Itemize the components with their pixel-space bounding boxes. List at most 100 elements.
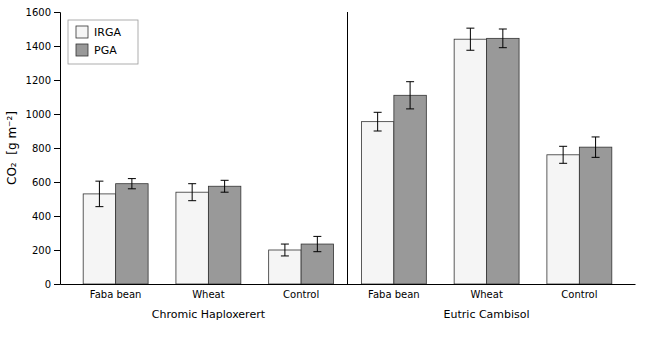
error-bar <box>131 179 132 189</box>
error-bar <box>284 244 285 256</box>
error-bar-cap <box>95 206 103 207</box>
error-bar-cap <box>466 28 474 29</box>
legend-swatch <box>76 26 88 38</box>
legend-item: IRGA <box>76 26 121 39</box>
y-tick-label: 0 <box>45 279 51 290</box>
y-tick-mark <box>54 216 60 217</box>
x-tick: Control <box>561 289 597 300</box>
x-tick: Control <box>283 289 319 300</box>
error-bar-cap <box>128 178 136 179</box>
y-tick-mark <box>54 46 60 47</box>
error-bar-cap <box>281 255 289 256</box>
y-tick: 1200 <box>26 75 60 86</box>
legend-label: PGA <box>94 44 117 57</box>
y-tick-label: 1600 <box>26 7 51 18</box>
y-tick-mark <box>54 114 60 115</box>
y-tick-mark <box>54 148 60 149</box>
error-bar <box>595 137 596 157</box>
bar <box>454 39 486 284</box>
y-tick-label: 1000 <box>26 109 51 120</box>
error-bar-cap <box>281 244 289 245</box>
y-tick: 400 <box>32 211 60 222</box>
y-tick-label: 400 <box>32 211 51 222</box>
error-bar <box>224 180 225 192</box>
y-tick: 200 <box>32 245 60 256</box>
error-bar-cap <box>592 157 600 158</box>
error-bar <box>99 181 100 207</box>
y-axis-label: CO₂ [g m⁻²] <box>5 111 19 185</box>
x-tick: Wheat <box>192 289 225 300</box>
annotations: Chromic Haploxerert Eutric Cambisol <box>152 12 530 321</box>
error-bar-cap <box>313 251 321 252</box>
y-tick-mark <box>54 284 60 285</box>
error-bar-cap <box>499 29 507 30</box>
error-bar <box>192 184 193 201</box>
error-bar-cap <box>466 50 474 51</box>
y-axis: 0 200 400 600 800 1000 1200 1400 1600 <box>26 7 61 290</box>
y-tick: 0 <box>45 279 60 290</box>
error-bar-cap <box>406 81 414 82</box>
error-bar-cap <box>374 112 382 113</box>
y-tick: 1400 <box>26 41 60 52</box>
x-tick-label: Control <box>561 289 597 300</box>
bar <box>176 192 208 284</box>
y-tick-label: 600 <box>32 177 51 188</box>
legend-label: IRGA <box>94 26 121 39</box>
series <box>116 38 612 284</box>
x-tick: Faba bean <box>90 289 142 300</box>
error-bar <box>317 236 318 251</box>
x-tick-label: Faba bean <box>368 289 420 300</box>
error-bar <box>377 112 378 131</box>
y-tick: 600 <box>32 177 60 188</box>
y-tick-mark <box>54 12 60 13</box>
series <box>83 39 579 284</box>
error-bar-cap <box>188 183 196 184</box>
y-tick: 800 <box>32 143 60 154</box>
y-tick: 1600 <box>26 7 60 18</box>
error-bar-cap <box>95 181 103 182</box>
error-bar-cap <box>559 163 567 164</box>
group-separator <box>347 12 348 284</box>
x-tick-label: Control <box>283 289 319 300</box>
error-bar-cap <box>221 192 229 193</box>
y-tick-label: 1200 <box>26 75 51 86</box>
error-bar-cap <box>592 136 600 137</box>
y-axis-line <box>54 13 61 285</box>
bar <box>208 186 240 284</box>
x-tick: Wheat <box>470 289 503 300</box>
x-tick-label: Faba bean <box>90 289 142 300</box>
y-tick-mark <box>54 250 60 251</box>
y-tick-mark <box>54 80 60 81</box>
error-bar <box>410 82 411 109</box>
y-tick: 1000 <box>26 109 60 120</box>
error-bar-cap <box>406 108 414 109</box>
annotation: Eutric Cambisol <box>444 308 530 321</box>
error-bar <box>470 28 471 50</box>
bar <box>116 184 148 284</box>
bar <box>83 194 115 284</box>
error-bar-cap <box>221 180 229 181</box>
y-tick-label: 800 <box>32 143 51 154</box>
y-tick-label: 1400 <box>26 41 51 52</box>
error-bar-cap <box>128 188 136 189</box>
bar <box>547 155 579 284</box>
bar <box>361 122 393 284</box>
error-bar-cap <box>188 200 196 201</box>
annotation: Chromic Haploxerert <box>152 308 266 321</box>
x-tick-label: Wheat <box>192 289 225 300</box>
legend-swatch <box>76 44 88 56</box>
x-axis: Faba bean Wheat Control Faba bean Wheat Contr… <box>61 285 636 301</box>
bar <box>487 38 519 284</box>
chart: 0 200 400 600 800 1000 1200 1400 1600 Faba bean Wh… <box>0 0 649 338</box>
bar <box>579 147 611 284</box>
x-tick: Faba bean <box>368 289 420 300</box>
y-tick-mark <box>54 182 60 183</box>
legend: IRGA PGA <box>68 20 138 64</box>
error-bar <box>502 29 503 48</box>
error-bar <box>563 146 564 163</box>
y-tick-label: 200 <box>32 245 51 256</box>
bar <box>394 95 426 284</box>
error-bar-cap <box>313 236 321 237</box>
legend-item: PGA <box>76 44 117 57</box>
error-bar-cap <box>559 146 567 147</box>
